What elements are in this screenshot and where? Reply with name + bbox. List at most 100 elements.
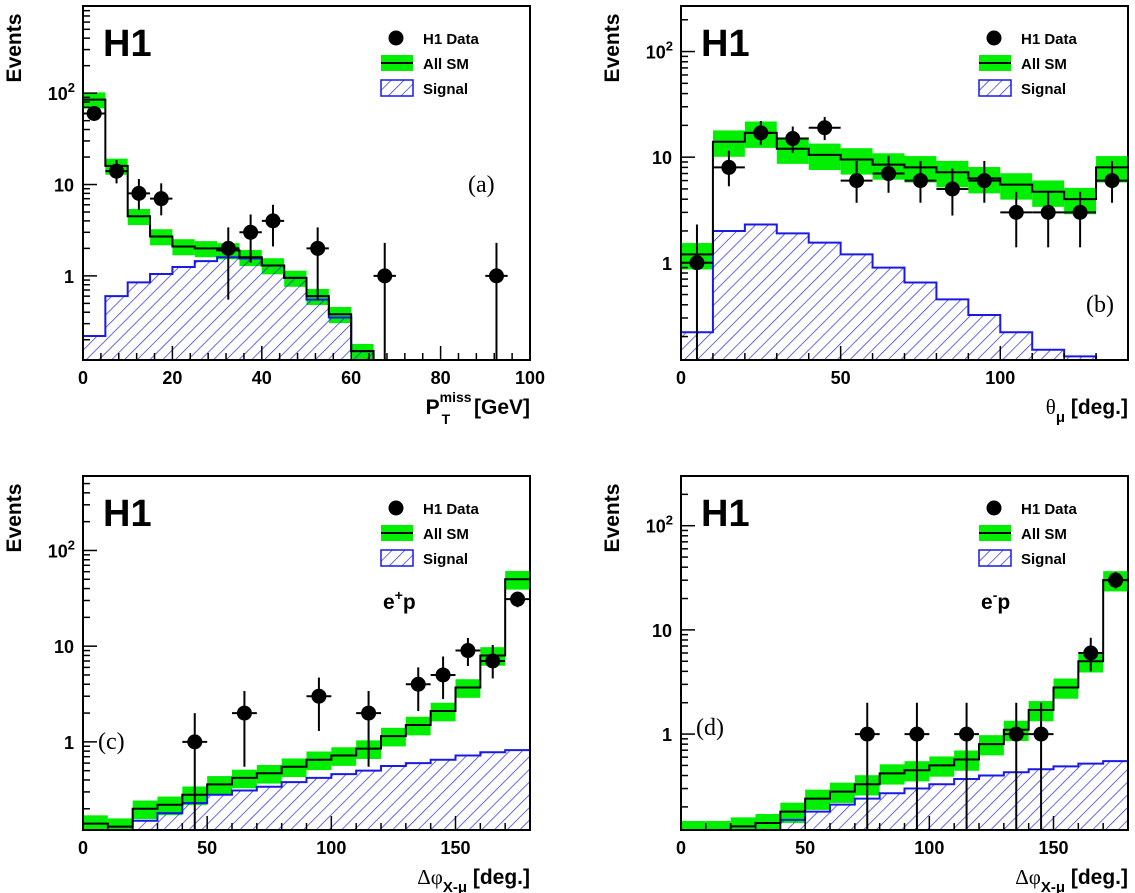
data-point <box>904 702 930 830</box>
y-tick-label: 102 <box>48 537 75 561</box>
experiment-label: H1 <box>701 23 750 65</box>
legend-sm-label: All SM <box>1021 526 1067 543</box>
x-tick-label: 80 <box>431 368 451 388</box>
data-point <box>217 227 240 300</box>
y-axis-title: Events <box>601 484 624 553</box>
legend-data-label: H1 Data <box>1021 31 1078 48</box>
sm-band-bin <box>157 796 183 816</box>
sm-band-bin <box>808 143 841 170</box>
data-point <box>182 713 208 830</box>
y-tick-label: 102 <box>646 513 673 537</box>
data-point <box>1064 191 1097 248</box>
data-point <box>872 155 905 193</box>
plot-area <box>681 121 1128 360</box>
y-axis-title: Events <box>3 14 26 83</box>
y-tick-label: 10 <box>54 176 74 196</box>
data-point <box>904 160 937 203</box>
data-point-marker <box>689 255 705 271</box>
x-tick-label: 100 <box>316 838 346 858</box>
x-axis-title: ΔφX-μ [deg.] <box>417 865 530 893</box>
data-point <box>808 117 841 141</box>
y-tick-label: 102 <box>48 80 75 104</box>
data-point <box>936 168 969 216</box>
data-point-marker <box>361 705 377 721</box>
data-point-marker <box>265 213 281 229</box>
sm-band-bin <box>455 679 481 698</box>
sm-band-bin <box>430 702 456 722</box>
sm-histogram <box>83 578 530 830</box>
x-axis-title: Pmiss T [GeV] <box>426 389 530 427</box>
x-tick-label: 0 <box>78 838 88 858</box>
x-tick-label: 100 <box>914 838 944 858</box>
legend-sm-label: All SM <box>1021 56 1067 73</box>
legend-data-label: H1 Data <box>423 501 480 518</box>
sm-band-bin <box>207 776 232 795</box>
legend-signal-label: Signal <box>1021 81 1066 98</box>
x-tick-label: 40 <box>252 368 272 388</box>
sm-band-bin <box>979 735 1004 756</box>
sm-histogram <box>681 131 1128 360</box>
signal-area <box>83 257 530 360</box>
data-point <box>1103 571 1128 589</box>
legend-data-label: H1 Data <box>423 31 480 48</box>
data-point-marker <box>785 131 801 147</box>
data-point <box>239 214 262 263</box>
y-axis-title: Events <box>3 484 26 553</box>
experiment-label: H1 <box>103 23 152 65</box>
data-point <box>150 183 173 216</box>
beam-label: e+p <box>383 587 416 614</box>
data-point-marker <box>377 268 393 284</box>
panel-b: 0 50 100 1 10 102 Events θμ [deg.] H1 H1 Data All … <box>601 5 1129 426</box>
legend-signal-swatch <box>380 79 414 97</box>
sm-band-bin <box>232 769 257 789</box>
data-point <box>232 691 257 767</box>
data-point <box>127 178 151 210</box>
plot-frame <box>82 5 531 361</box>
data-point <box>968 160 1001 203</box>
data-point-marker <box>220 240 236 256</box>
data-point-marker <box>912 173 928 189</box>
data-point-marker <box>1104 173 1120 189</box>
data-point <box>373 242 396 360</box>
y-tick-label: 102 <box>646 39 673 63</box>
sm-band-bin <box>681 821 706 830</box>
data-point <box>105 160 128 184</box>
data-point <box>405 667 431 712</box>
panel-tag: (b) <box>1086 292 1114 318</box>
data-point-marker <box>976 173 992 189</box>
data-point-marker <box>944 181 960 197</box>
legend-signal-swatch <box>978 549 1012 567</box>
data-point-marker <box>859 726 875 742</box>
data-point <box>1000 191 1033 248</box>
x-tick-label: 0 <box>676 368 686 388</box>
data-point-marker <box>1072 204 1088 220</box>
panel-tag: (c) <box>98 729 125 755</box>
data-point <box>261 204 285 247</box>
data-point-marker <box>109 163 125 179</box>
legend-signal-swatch <box>978 79 1012 97</box>
x-tick-label: 100 <box>985 368 1015 388</box>
data-point <box>681 224 713 360</box>
data-point-marker <box>959 726 975 742</box>
sm-band-bin <box>107 818 133 830</box>
data-point-marker <box>488 268 504 284</box>
data-point-marker <box>721 159 737 175</box>
panel-tag: (d) <box>696 715 724 741</box>
y-axis-title: Events <box>601 14 624 83</box>
signal-outline <box>681 223 1128 360</box>
sm-band-bin <box>331 747 357 766</box>
y-tick-label: 10 <box>54 637 74 657</box>
x-tick-label: 0 <box>676 838 686 858</box>
data-point <box>954 702 979 830</box>
data-point <box>1096 160 1128 203</box>
sm-histogram <box>681 579 1128 830</box>
legend: H1 Data All SM Signal <box>978 30 1078 98</box>
signal-area <box>681 224 1128 360</box>
data-point <box>1003 702 1029 830</box>
x-tick-label: 60 <box>341 368 361 388</box>
data-point <box>854 702 880 830</box>
legend: H1 Data All SM Signal <box>978 500 1078 568</box>
sm-band-bin <box>281 758 307 778</box>
x-tick-label: 50 <box>795 838 815 858</box>
data-point-marker <box>1083 645 1099 661</box>
